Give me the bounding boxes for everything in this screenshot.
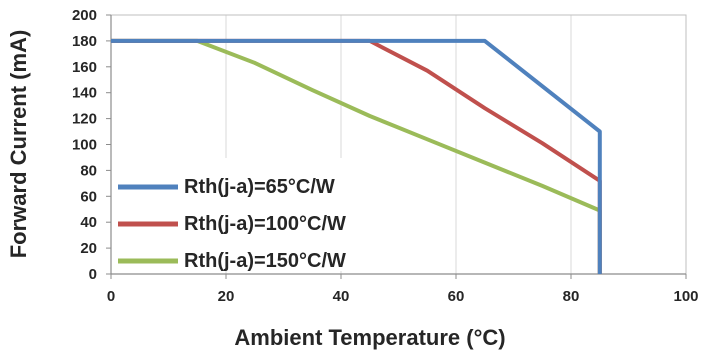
- x-tick-label-20: 20: [218, 288, 235, 305]
- x-tick-label-60: 60: [448, 288, 465, 305]
- legend-label-1: Rth(j-a)=65°C/W: [184, 176, 335, 198]
- series-line-3: [111, 38, 602, 274]
- tick-labels: 0 20 40 60 80 100 120 140 160 180 200 0 20 40 60 80 100: [72, 7, 699, 305]
- y-tick-label-0: 0: [89, 266, 97, 283]
- series-line-1: [111, 38, 602, 274]
- y-tick-label-40: 40: [80, 214, 97, 231]
- legend: Rth(j-a)=65°C/W Rth(j-a)=100°C/W Rth(j-a)=…: [116, 158, 384, 272]
- legend-background: [116, 158, 384, 271]
- y-axis-title: Forward Current (mA): [6, 30, 31, 259]
- y-tick-label-180: 180: [72, 33, 97, 50]
- axes: [106, 14, 687, 279]
- y-tick-label-60: 60: [80, 188, 97, 205]
- x-tick-label-0: 0: [107, 288, 115, 305]
- legend-label-2: Rth(j-a)=100°C/W: [184, 213, 346, 235]
- x-tick-label-40: 40: [333, 288, 350, 305]
- series-lines: [111, 38, 602, 274]
- y-tick-label-20: 20: [80, 240, 97, 257]
- x-tick-label-80: 80: [563, 288, 580, 305]
- y-tick-label-200: 200: [72, 7, 97, 24]
- y-tick-label-80: 80: [80, 162, 97, 179]
- x-axis-title: Ambient Temperature (°C): [234, 325, 505, 350]
- legend-label-3: Rth(j-a)=150°C/W: [184, 250, 346, 272]
- x-tick-label-100: 100: [673, 288, 698, 305]
- y-tick-label-160: 160: [72, 59, 97, 76]
- y-tick-label-140: 140: [72, 85, 97, 102]
- y-tick-label-100: 100: [72, 137, 97, 154]
- y-tick-label-120: 120: [72, 111, 97, 128]
